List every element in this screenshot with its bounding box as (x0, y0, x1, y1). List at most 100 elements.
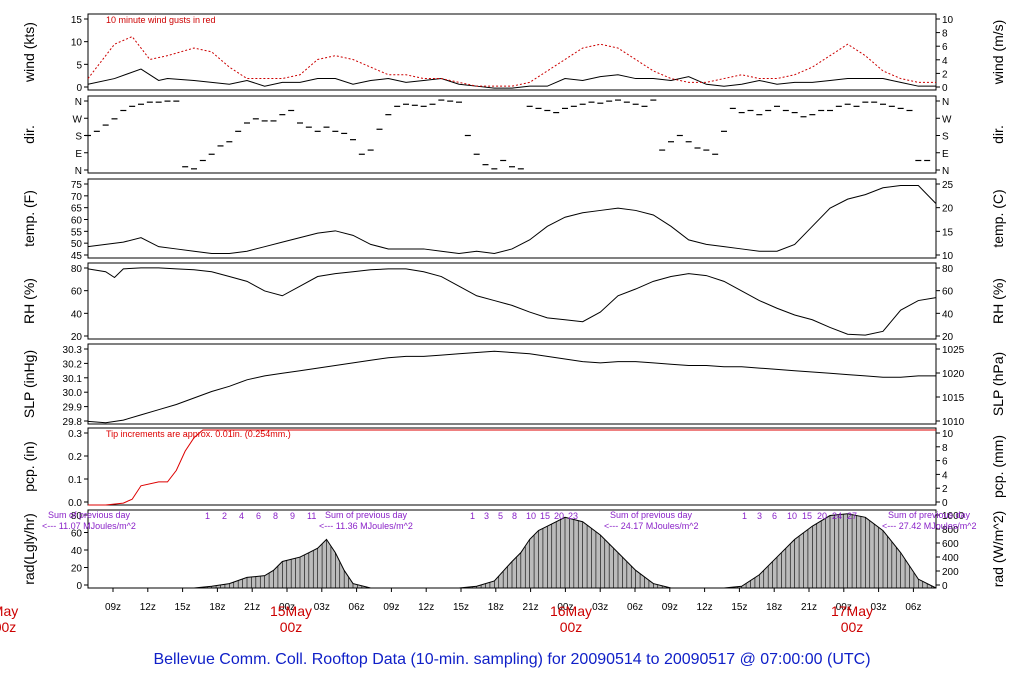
y-tick-label-right: 8 (942, 29, 948, 40)
y-axis-label-left: rad(Lgly/hr) (21, 513, 37, 585)
y-tick-label-right: 600 (942, 539, 959, 550)
y-tick-label-right: 1025 (942, 345, 965, 356)
x-tick-label: 12z (140, 602, 156, 613)
y-tick-label-right: 200 (942, 567, 959, 578)
radiation-hour-marker: 27 (847, 511, 857, 521)
y-tick-label-right: 0 (942, 498, 948, 509)
y-tick-label-left: 29.8 (63, 417, 83, 428)
y-tick-label-left: 70 (71, 192, 83, 203)
x-tick-label: 06z (627, 602, 643, 613)
panel-pcp: pcp. (in) pcp. (mm)0.00.10.20.30246810Tip… (21, 427, 1006, 509)
panel-rh: RH (%) RH (%) 20 40 60 80 20 40 60 80 (21, 262, 1006, 343)
footer-title: Bellevue Comm. Coll. Rooftop Data (10-mi… (153, 651, 871, 668)
y-tick-label-right: 1015 (942, 393, 965, 404)
x-tick-label: 18z (766, 602, 782, 613)
y-axis-label-right: rad (W/m^2) (990, 511, 1006, 588)
y-tick-label-left: 55 (71, 227, 83, 238)
day-hour-label: 00z (560, 619, 583, 635)
y-tick-label-right: 1010 (942, 417, 965, 428)
y-tick-label-left: 0 (76, 581, 82, 592)
y-tick-label-left: N (75, 97, 82, 108)
day-label: May (0, 603, 18, 619)
radiation-sum-title: Sum of previous day (325, 510, 408, 520)
radiation-sum-value: <--- 27.42 MJoules/m^2 (882, 521, 977, 531)
radiation-sum-value: <--- 24.17 MJoules/m^2 (604, 521, 699, 531)
day-label: 17May (831, 603, 873, 619)
x-tick-label: 12z (418, 602, 434, 613)
x-tick-label: 21z (523, 602, 539, 613)
x-tick-label: 18z (488, 602, 504, 613)
radiation-hour-marker: 11 (307, 511, 316, 521)
x-tick-label: 00z (557, 602, 573, 613)
y-tick-label-left: 60 (71, 287, 83, 298)
wind-gust-series (87, 35, 936, 87)
y-tick-label-left: 5 (76, 60, 82, 71)
x-tick-label: 18z (209, 602, 225, 613)
radiation-hour-marker: 20 (817, 511, 827, 521)
radiation-hour-marker: 24 (832, 511, 842, 521)
y-tick-label-left: 30.2 (63, 359, 83, 370)
y-tick-label-right: 2 (942, 484, 948, 495)
day-hour-label: 00z (0, 619, 16, 635)
day-hour-label: 00z (841, 619, 864, 635)
x-tick-label: 21z (801, 602, 817, 613)
radiation-hour-marker: 4 (239, 511, 244, 521)
y-tick-label-right: 10 (942, 15, 954, 26)
radiation-hour-marker: 2 (222, 511, 227, 521)
y-tick-label-left: N (75, 166, 82, 177)
panel-frame (87, 427, 937, 506)
y-tick-label-right: 25 (942, 180, 954, 191)
y-tick-label-left: W (73, 114, 83, 125)
y-tick-label-left: 20 (71, 564, 83, 575)
panel-frame (87, 95, 937, 174)
radiation-hour-marker: 5 (498, 511, 503, 521)
radiation-hour-marker: 8 (273, 511, 278, 521)
x-tick-label: 06z (905, 602, 921, 613)
y-axis-label-left: RH (%) (21, 278, 37, 324)
y-tick-label-right: 8 (942, 443, 948, 454)
y-tick-label-left: 29.9 (63, 403, 83, 414)
wind-series-line (87, 68, 936, 89)
x-tick-label: 15z (731, 602, 747, 613)
y-axis-label-right: pcp. (mm) (990, 435, 1006, 498)
y-tick-label-right: 10 (942, 251, 954, 262)
radiation-hour-marker: 10 (526, 511, 536, 521)
y-tick-label-left: 30.3 (63, 345, 83, 356)
y-tick-label-right: 15 (942, 227, 954, 238)
day-hour-label: 00z (280, 619, 303, 635)
y-tick-label-right: 20 (942, 204, 954, 215)
y-tick-label-left: 60 (71, 216, 83, 227)
y-axis-label-left: wind (kts) (21, 22, 37, 83)
y-tick-label-right: 4 (942, 56, 948, 67)
y-tick-label-left: 45 (71, 251, 83, 262)
y-axis-label-right: RH (%) (990, 278, 1006, 324)
y-tick-label-right: W (942, 114, 952, 125)
x-tick-label: 15z (175, 602, 191, 613)
y-tick-label-right: 40 (942, 309, 954, 320)
x-tick-label: 00z (279, 602, 295, 613)
radiation-hour-marker: 1 (742, 511, 747, 521)
y-axis-label-right: temp. (C) (990, 189, 1006, 247)
y-tick-label-right: 6 (942, 42, 948, 53)
x-tick-label: 15z (453, 602, 469, 613)
x-tick-label: 03z (314, 602, 330, 613)
y-tick-label-left: 30.1 (63, 374, 83, 385)
y-tick-label-left: 80 (71, 511, 83, 522)
radiation-hour-marker: 1 (470, 511, 475, 521)
y-tick-label-left: 0.3 (68, 429, 82, 440)
y-axis-label-right: dir. (990, 125, 1006, 144)
panel-frame (87, 178, 937, 259)
y-tick-label-right: 4 (942, 470, 948, 481)
radiation-hour-marker: 3 (484, 511, 489, 521)
y-tick-label-left: 0.2 (68, 452, 82, 463)
radiation-sum-value: <--- 11.07 MJoules/m^2 (42, 521, 136, 531)
radiation-hour-marker: 10 (787, 511, 797, 521)
y-axis-label-right: SLP (hPa) (990, 352, 1006, 416)
y-tick-label-left: 20 (71, 332, 83, 343)
radiation-sum-title: Sum of previous day (610, 510, 693, 520)
y-tick-label-right: N (942, 97, 949, 108)
x-tick-label: 09z (383, 602, 399, 613)
